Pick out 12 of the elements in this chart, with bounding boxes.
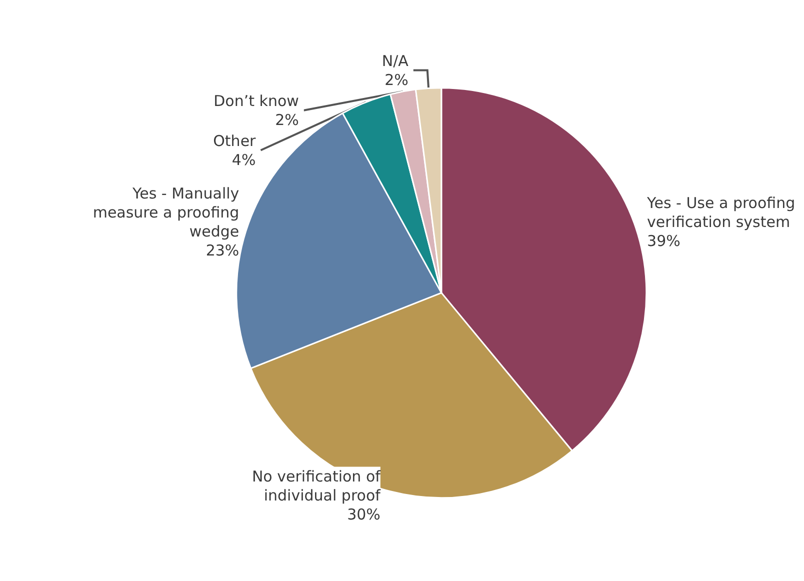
data-label: 23% <box>206 242 240 260</box>
slice-label: N/A <box>382 52 410 70</box>
data-label: 4% <box>232 150 256 169</box>
data-label: 2% <box>275 110 299 129</box>
data-label: 2% <box>384 70 408 89</box>
data-label: 30% <box>347 505 380 524</box>
slice-label: Don’t know <box>214 92 299 110</box>
slice-label: Yes - Manually measure a proofing wedge <box>92 184 240 241</box>
slice-label: No verification of individual proof <box>252 467 382 504</box>
slice-label: Yes - Use a proofing verification system <box>646 194 796 232</box>
data-label: 39% <box>647 232 680 250</box>
slice-label: Other <box>213 132 257 150</box>
